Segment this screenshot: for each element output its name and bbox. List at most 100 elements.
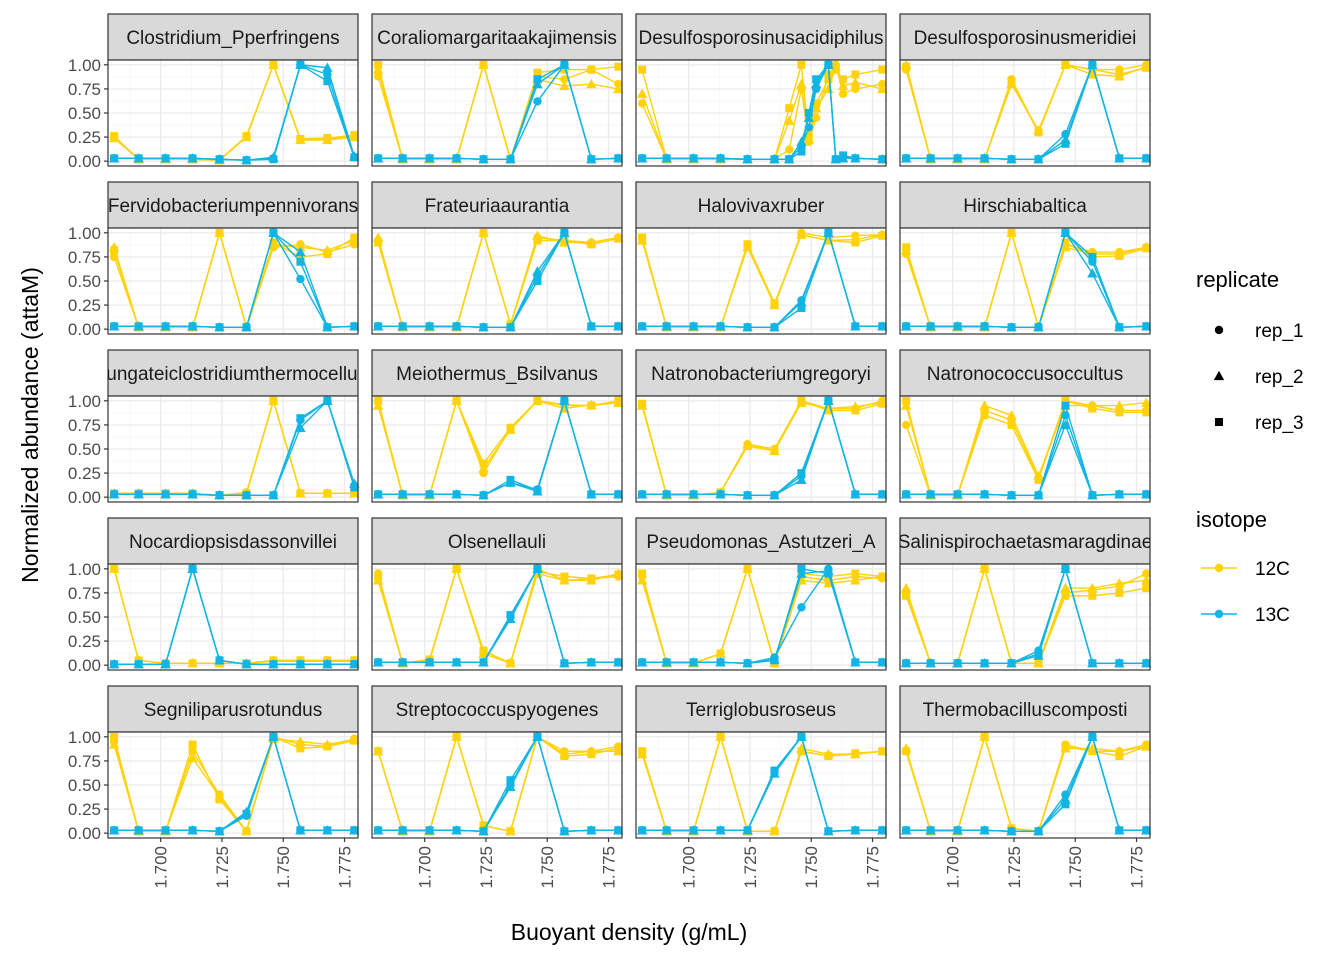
data-point-12C-rep3: [851, 749, 860, 758]
x-tick-label: 1.775: [1128, 846, 1147, 889]
data-point-13C-rep3: [953, 154, 962, 163]
data-point-12C-rep3: [374, 396, 383, 405]
panel-border: [635, 59, 887, 167]
data-point-13C-rep3: [533, 75, 542, 84]
data-point-13C-rep3: [662, 826, 671, 835]
data-point-12C-rep3: [374, 238, 383, 247]
facet-title: Clostridium_Pperfringens: [126, 28, 339, 49]
data-point-13C-rep2: [803, 112, 814, 122]
data-point-13C-rep3: [980, 322, 989, 331]
data-point-13C-rep3: [425, 322, 434, 331]
data-point-12C-rep1: [1142, 569, 1151, 578]
data-point-12C-rep2: [478, 463, 489, 473]
facet-title: Streptococcuspyogenes: [396, 700, 599, 721]
data-point-13C-rep3: [242, 156, 251, 165]
data-point-12C-rep3: [1115, 408, 1124, 417]
data-point-12C-rep2: [295, 736, 306, 746]
data-point-12C-rep3: [506, 423, 515, 432]
data-point-13C-rep3: [1034, 323, 1043, 332]
facet-panel: Natronococcusoccultus: [899, 349, 1152, 503]
data-point-13C-rep3: [851, 658, 860, 667]
data-point-12C-rep3: [560, 236, 569, 245]
data-point-12C-rep3: [878, 231, 887, 240]
data-point-12C-rep2: [900, 400, 912, 410]
data-point-12C-rep3: [1088, 404, 1097, 413]
data-point-13C-rep3: [560, 60, 569, 69]
y-tick-label: 0.50: [68, 272, 101, 291]
data-point-12C-rep2: [783, 115, 795, 125]
data-point-12C-rep2: [559, 80, 570, 91]
legend-key-rep_3: [1215, 418, 1223, 426]
series-line-13C-rep3: [642, 230, 883, 328]
facet-title: Halovivaxruber: [698, 196, 825, 217]
facet-panel: Desulfosporosinusmeridiei: [899, 13, 1152, 167]
series-line-12C-rep3: [377, 734, 619, 833]
data-point-12C-rep3: [1061, 60, 1070, 69]
data-point-13C-rep3: [902, 490, 911, 499]
data-point-13C-rep3: [770, 155, 779, 164]
legend-key-13C: [1214, 609, 1224, 619]
facet-strip: [899, 685, 1151, 733]
data-point-13C-rep3: [1088, 491, 1097, 500]
data-point-13C-rep3: [1061, 139, 1070, 148]
data-point-13C-rep3: [1034, 827, 1043, 836]
data-point-13C-rep2: [1087, 268, 1098, 278]
data-point-13C-rep3: [323, 323, 332, 332]
data-point-13C-rep3: [716, 490, 725, 499]
data-point-13C-rep3: [716, 658, 725, 667]
facet-strip: [107, 349, 359, 397]
series-line-12C-rep3: [377, 398, 619, 496]
data-point-12C-rep3: [587, 574, 596, 583]
facet-strip: [107, 685, 359, 733]
data-point-13C-rep3: [804, 109, 813, 117]
data-point-13C-rep3: [743, 826, 752, 835]
data-point-13C-rep3: [161, 154, 170, 163]
data-point-13C-rep3: [242, 491, 251, 500]
data-point-13C-rep3: [614, 658, 623, 667]
data-point-13C-rep3: [878, 658, 887, 667]
data-point-13C-rep2: [796, 474, 807, 484]
data-point-12C-rep3: [804, 133, 813, 142]
data-point-13C-rep3: [878, 826, 887, 835]
data-point-13C-rep2: [1060, 419, 1071, 430]
facet-strip: [371, 13, 623, 61]
data-point-13C-rep3: [1088, 60, 1097, 69]
data-point-12C-rep3: [824, 75, 833, 84]
data-point-13C-rep3: [1142, 490, 1151, 499]
series-line-12C-rep3: [641, 566, 883, 666]
facet-title: Terriglobusroseus: [686, 700, 836, 721]
data-point-13C-rep3: [743, 323, 752, 332]
facet-title: Salinispirochaetasmaragdinae: [898, 532, 1153, 553]
data-point-13C-rep3: [770, 491, 779, 500]
data-point-12C-rep3: [980, 732, 989, 741]
y-axis-title: Normalized abundance (attaM): [17, 267, 43, 583]
series-line-12C-rep3: [905, 734, 1147, 833]
data-point-12C-rep2: [850, 76, 861, 87]
series-line-13C-rep3: [906, 566, 1147, 664]
y-tick-label: 0.75: [68, 584, 101, 603]
panel-border: [371, 59, 623, 167]
data-point-12C-rep3: [350, 736, 359, 745]
data-point-13C-rep3: [831, 155, 840, 164]
series-line-13C-rep3: [642, 398, 883, 496]
data-point-12C-rep2: [1114, 400, 1125, 410]
data-point-13C-rep3: [689, 490, 698, 499]
data-point-13C-rep3: [902, 154, 911, 163]
data-point-12C-rep3: [902, 747, 911, 756]
data-point-13C-rep3: [953, 826, 962, 835]
series-line-12C-rep3: [377, 230, 619, 328]
data-point-12C-rep3: [1007, 420, 1016, 429]
data-point-12C-rep2: [1087, 582, 1098, 593]
data-point-13C-rep1: [1061, 130, 1070, 139]
data-point-12C-rep3: [797, 747, 806, 756]
data-point-13C-rep3: [1142, 659, 1151, 668]
data-point-12C-rep3: [452, 732, 461, 741]
data-point-13C-rep3: [587, 826, 596, 835]
data-point-13C-rep3: [1142, 826, 1151, 835]
data-point-12C-rep3: [323, 742, 332, 751]
data-point-13C-rep3: [350, 826, 359, 835]
facet-panel: Meiothermus_Bsilvanus: [371, 349, 624, 503]
data-point-12C-rep2: [1114, 578, 1125, 588]
data-point-12C-rep3: [479, 646, 488, 655]
data-point-13C-rep3: [188, 154, 197, 163]
